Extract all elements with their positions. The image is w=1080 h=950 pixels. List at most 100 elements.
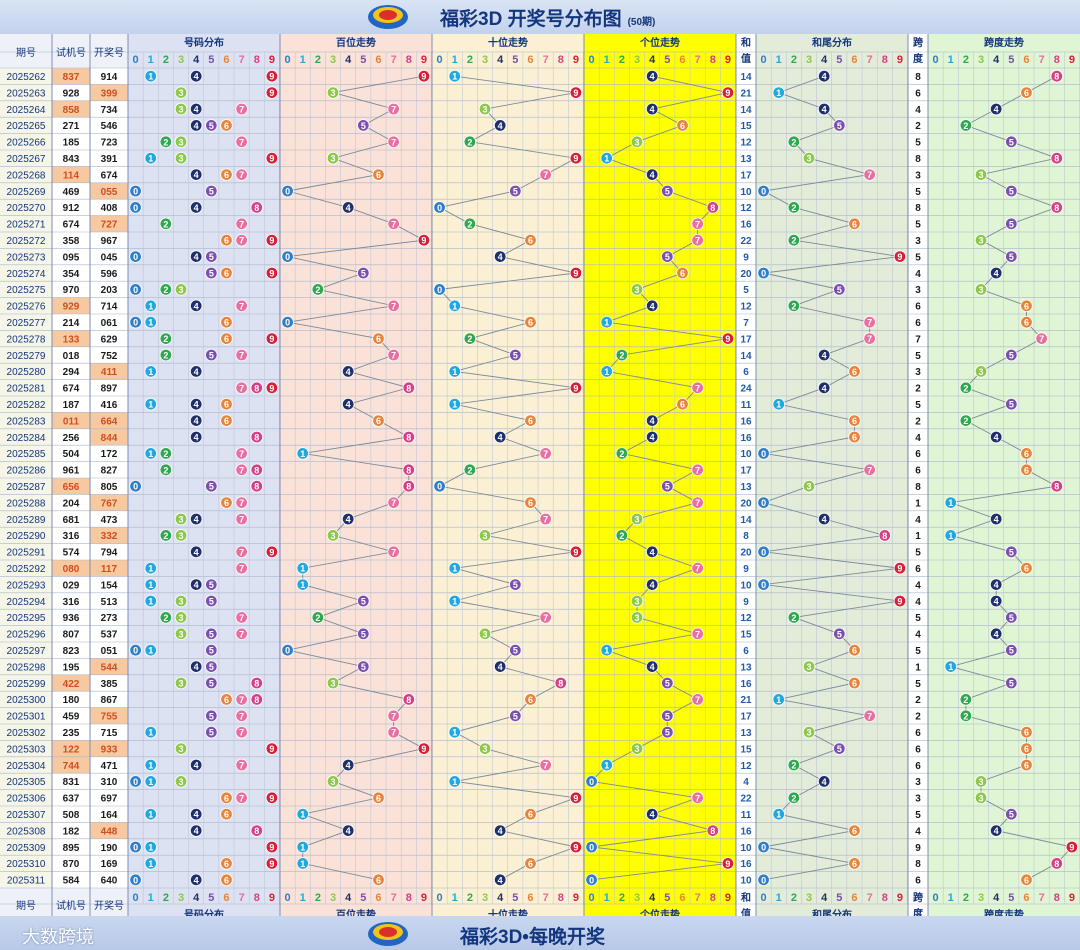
dist-ball <box>144 726 157 739</box>
trial-cell <box>52 396 90 413</box>
hundreds-ball-digit: 2 <box>315 613 320 623</box>
span-ball-digit: 5 <box>1009 187 1014 197</box>
span-value: 3 <box>915 170 921 181</box>
dist-ball <box>159 463 173 477</box>
tens-ball <box>463 217 477 231</box>
hundreds-ball-digit: 8 <box>406 695 411 705</box>
span-ball-digit: 7 <box>1039 334 1044 344</box>
units-ball-digit: 3 <box>635 613 640 623</box>
span-value: 6 <box>915 88 921 99</box>
draw-number: 399 <box>101 88 118 99</box>
dist-ball <box>144 857 157 870</box>
dist-ball <box>189 578 203 591</box>
span-ball <box>974 775 988 788</box>
dist-ball <box>220 808 233 821</box>
dist-ball <box>205 480 218 493</box>
units-ball-digit: 3 <box>635 515 640 525</box>
units-ball <box>645 578 659 591</box>
dist-ball <box>189 808 203 821</box>
digit-header: 9 <box>1069 54 1075 66</box>
draw-cell <box>90 806 128 823</box>
dist-ball-digit: 8 <box>254 482 259 492</box>
dist-ball <box>205 594 218 608</box>
units-ball <box>630 512 644 526</box>
dist-ball-digit: 1 <box>148 580 153 590</box>
dist-ball <box>189 873 203 887</box>
tens-ball <box>509 184 522 198</box>
units-ball <box>645 168 659 181</box>
tail-ball <box>787 233 801 247</box>
trial-number: 656 <box>63 482 80 493</box>
digit-header: 2 <box>315 892 321 904</box>
sum-value: 13 <box>740 728 752 739</box>
digit-header: 6 <box>851 892 857 904</box>
digit-header: 0 <box>133 892 139 904</box>
hundreds-ball <box>281 250 294 263</box>
digit-header: 2 <box>791 54 797 66</box>
dist-ball <box>144 594 157 608</box>
tens-ball <box>524 857 537 870</box>
issue-number: 2025289 <box>7 515 46 526</box>
hundreds-ball-digit: 3 <box>331 154 336 164</box>
dist-ball <box>205 184 218 198</box>
dist-ball <box>189 70 203 83</box>
hundreds-ball-digit: 7 <box>391 498 396 508</box>
tail-ball <box>802 480 816 493</box>
draw-header: 开奖号 <box>94 46 124 59</box>
dist-ball-digit: 1 <box>148 400 153 410</box>
hundreds-ball-digit: 6 <box>376 334 381 344</box>
hundreds-ball-digit: 3 <box>331 679 336 689</box>
dist-ball-digit: 0 <box>133 187 138 197</box>
hundreds-ball-digit: 7 <box>391 219 396 229</box>
span-value: 4 <box>915 597 921 608</box>
dist-ball <box>250 693 263 706</box>
tens-ball-digit: 1 <box>452 400 457 410</box>
draw-number: 513 <box>101 597 118 608</box>
draw-cell <box>90 527 128 544</box>
units-ball <box>691 791 704 805</box>
issue-number: 2025303 <box>7 744 46 755</box>
tens-ball <box>448 726 461 739</box>
trial-cell <box>52 215 90 232</box>
trial-header: 试机号 <box>56 46 86 59</box>
units-ball-digit: 7 <box>695 498 700 508</box>
draw-cell <box>90 215 128 232</box>
span-value: 5 <box>915 400 921 411</box>
hundreds-ball <box>372 791 385 805</box>
units-ball <box>691 233 704 247</box>
dist-ball-digit: 4 <box>194 170 199 180</box>
span-ball <box>1050 151 1063 165</box>
digit-header: 1 <box>452 54 458 66</box>
sum-value: 21 <box>740 695 752 706</box>
span-ball-digit: 6 <box>1024 88 1029 98</box>
units-ball <box>706 201 719 214</box>
digit-header: 7 <box>867 54 873 66</box>
tail-ball-digit: 7 <box>867 711 872 721</box>
tens-ball <box>539 447 552 460</box>
issue-cell <box>0 756 52 774</box>
tail-ball <box>863 709 876 723</box>
trial-number: 256 <box>63 433 80 444</box>
tail-ball-digit: 7 <box>867 465 872 475</box>
digit-header: 7 <box>543 54 549 66</box>
span-value: 6 <box>915 466 921 477</box>
dist-ball <box>189 660 203 673</box>
dist-ball-digit: 7 <box>239 711 244 721</box>
issue-cell <box>0 773 52 790</box>
units-ball <box>676 266 689 280</box>
dist-ball <box>205 660 218 673</box>
dist-ball <box>159 611 173 624</box>
tens-ball <box>493 873 507 887</box>
span-value: 6 <box>915 728 921 739</box>
units-ball <box>661 184 674 198</box>
span-ball <box>989 594 1003 608</box>
dist-ball-digit: 7 <box>239 137 244 147</box>
dist-ball-digit: 9 <box>269 843 274 853</box>
dist-ball <box>144 578 157 591</box>
units-ball-digit: 7 <box>695 383 700 393</box>
issue-cell <box>0 724 52 741</box>
issue-number: 2025279 <box>7 351 46 362</box>
tail-ball <box>817 70 831 83</box>
issue-number: 2025281 <box>7 384 46 395</box>
trial-cell <box>52 592 90 610</box>
